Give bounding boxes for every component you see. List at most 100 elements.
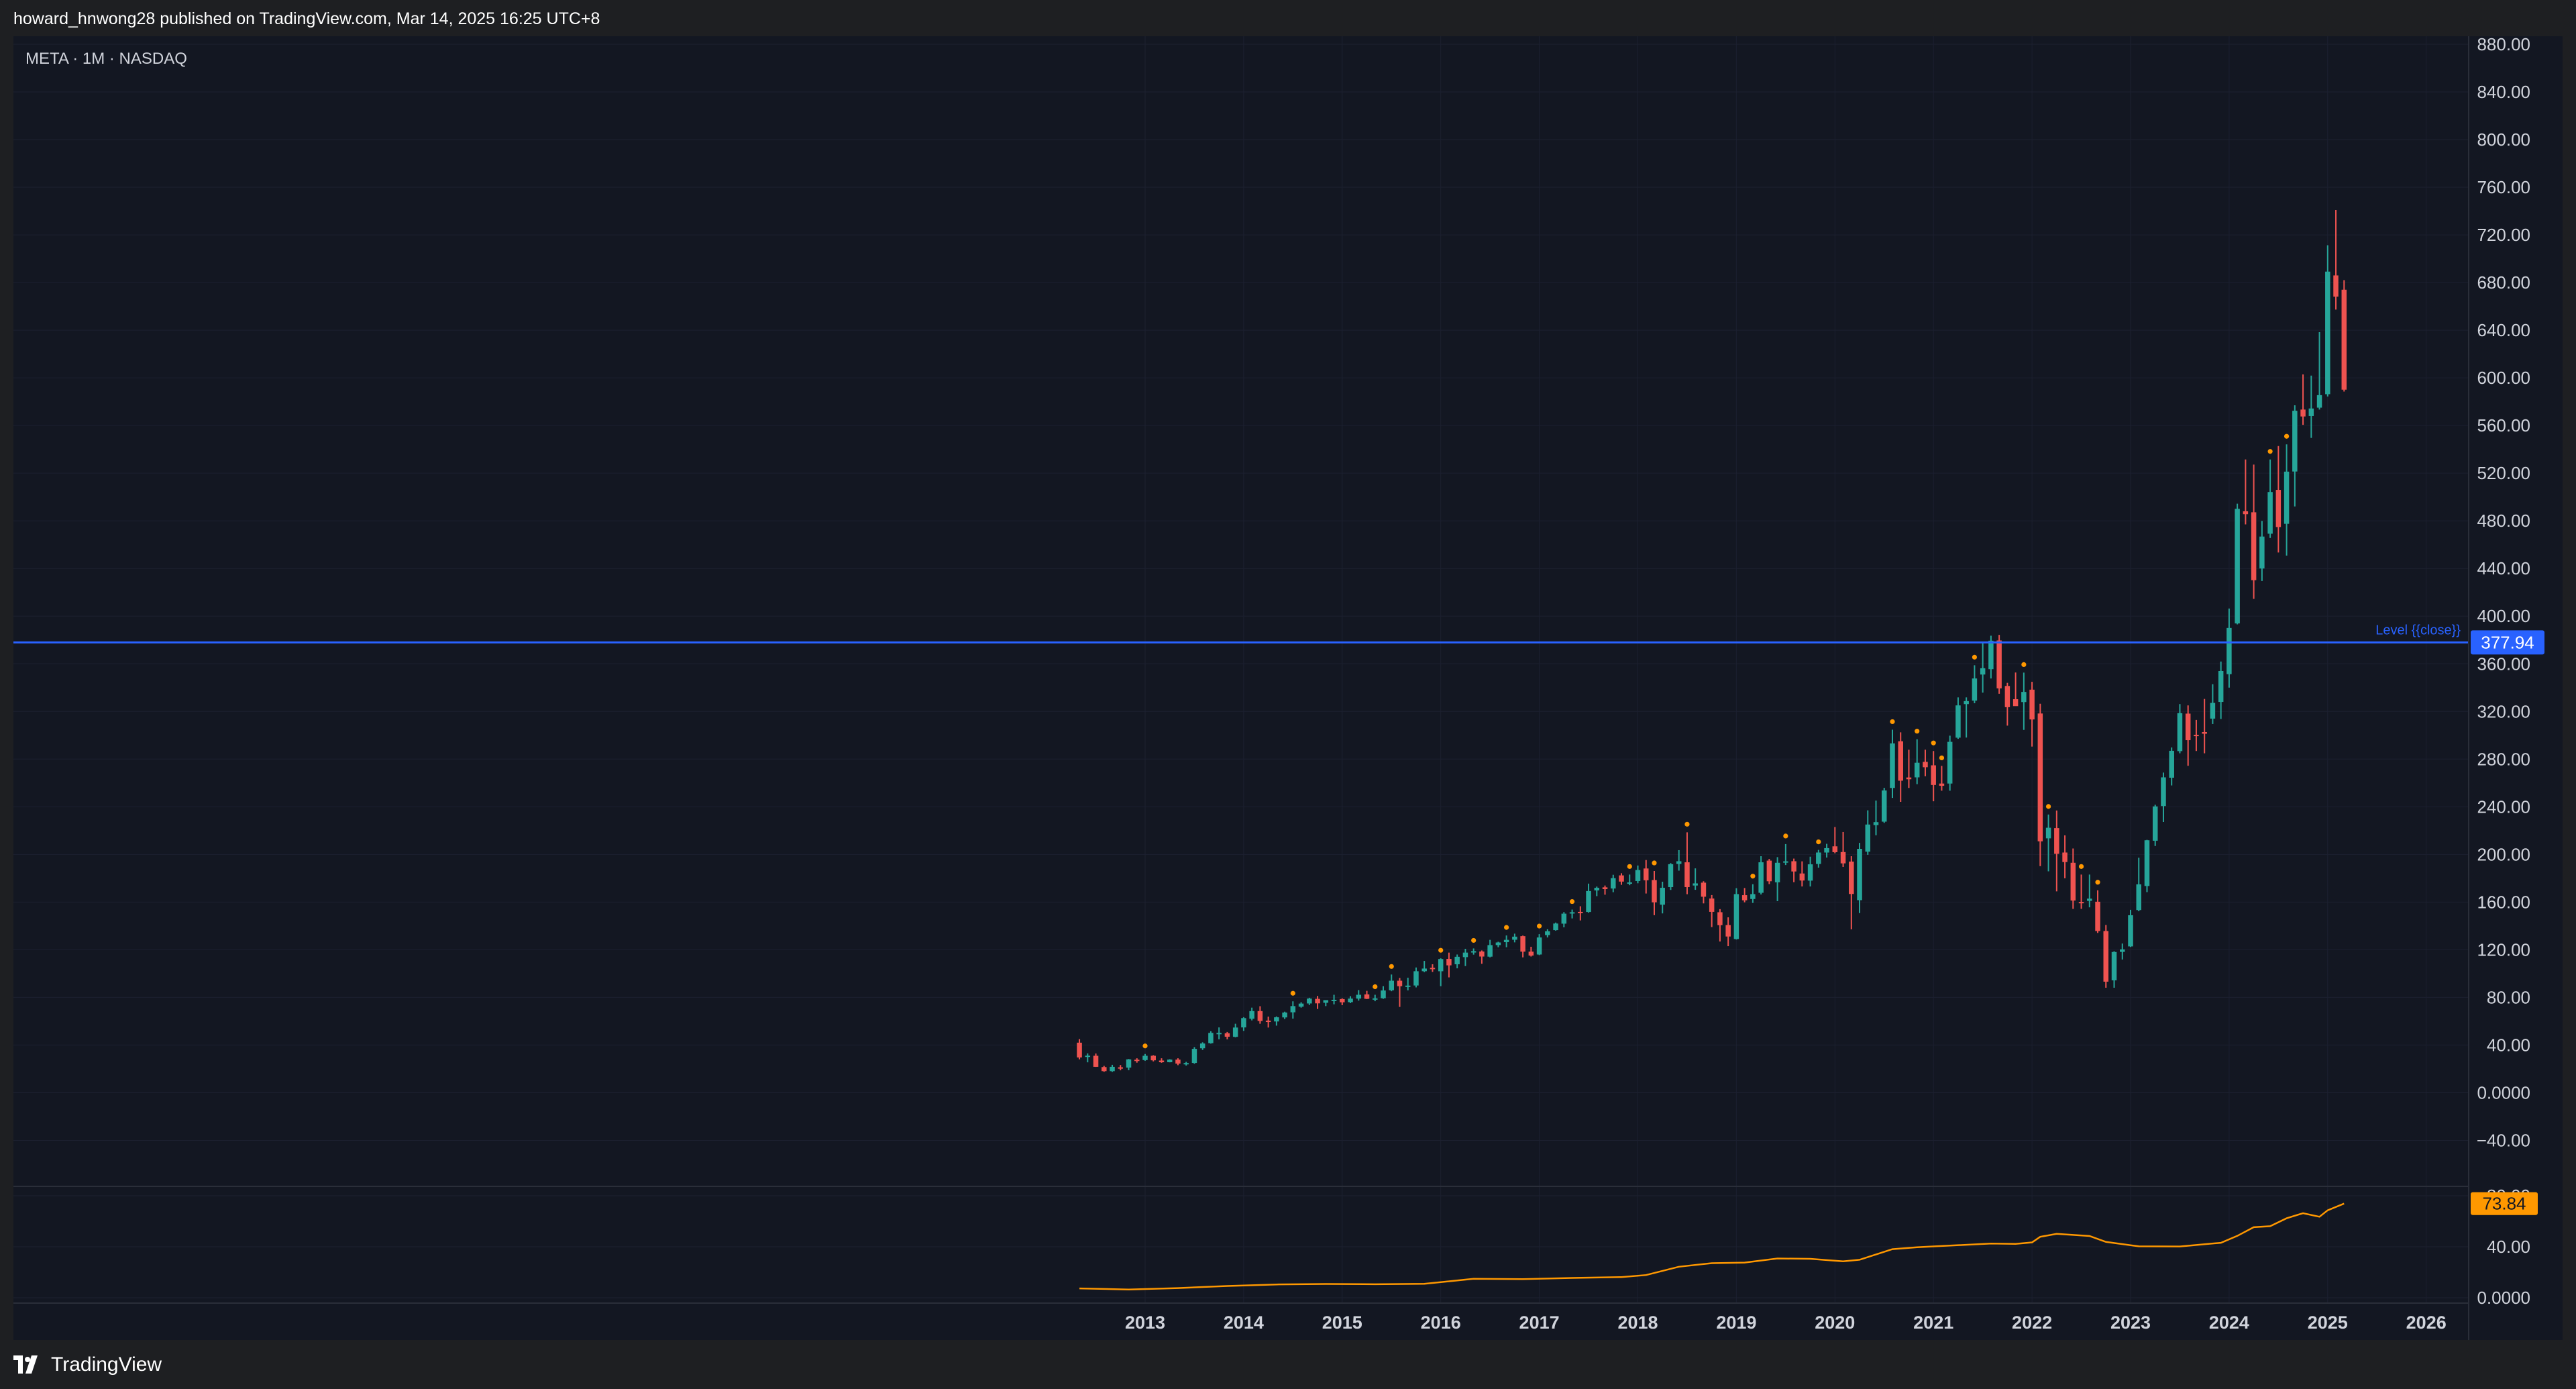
candle-body xyxy=(2202,731,2207,734)
candle-body xyxy=(1232,1027,1238,1037)
marker-dot xyxy=(1142,1043,1148,1049)
candle-body xyxy=(2210,703,2216,719)
candle-body xyxy=(1430,968,1436,970)
candle-series xyxy=(1077,209,2347,1072)
candle-body xyxy=(1701,882,1707,897)
candle-body xyxy=(1142,1056,1148,1060)
candle-body xyxy=(2194,735,2199,737)
candle-body xyxy=(1340,998,1345,1002)
candle-body xyxy=(1274,1017,1279,1022)
candle-body xyxy=(1980,668,1986,675)
candle-body xyxy=(2341,289,2347,390)
level-line-group[interactable]: Level {{close}} xyxy=(13,623,2469,644)
candle-body xyxy=(1216,1033,1222,1035)
candle-body xyxy=(2120,949,2125,952)
candle-body xyxy=(2259,536,2265,569)
marker-dot xyxy=(1931,740,1936,745)
level-price-badge xyxy=(2471,630,2544,655)
level-price-badge-text: 377.94 xyxy=(2481,632,2534,652)
price-axis[interactable]: 880.00 840.00 800.00 760.00 720.00 680.00 640.… xyxy=(2477,34,2530,1308)
candle-body xyxy=(1290,1006,1296,1013)
marker-dot xyxy=(1504,925,1509,930)
candle-body xyxy=(1315,998,1320,1004)
candle-body xyxy=(1175,1060,1181,1064)
candle-body xyxy=(1849,861,1854,894)
candle-body xyxy=(1816,852,1821,864)
marker-dot xyxy=(1471,937,1477,943)
tradingview-brand[interactable]: TradingView xyxy=(13,1353,162,1376)
marker-dot xyxy=(1537,923,1542,929)
candle-body xyxy=(2251,512,2257,580)
candle-body xyxy=(2316,395,2322,408)
symbol-legend[interactable]: META · 1M · NASDAQ xyxy=(25,50,187,68)
marker-dot xyxy=(1627,864,1632,869)
time-tick-label: 2016 xyxy=(1421,1313,1461,1333)
candle-body xyxy=(2045,827,2051,839)
candle-body xyxy=(1955,705,1961,738)
tradingview-logo-icon xyxy=(13,1355,38,1374)
candle-body xyxy=(1758,862,1764,893)
candle-body xyxy=(1709,898,1715,912)
candle-body xyxy=(2325,271,2330,395)
candle-body xyxy=(1791,861,1796,872)
candle-body xyxy=(2128,915,2133,947)
candle-body xyxy=(1668,864,1674,887)
price-tick-label: 80.00 xyxy=(2487,987,2530,1007)
time-tick-label: 2023 xyxy=(2110,1313,2151,1333)
candle-body xyxy=(1134,1060,1140,1062)
candle-body xyxy=(1224,1033,1230,1037)
candle-body xyxy=(2333,275,2339,297)
candle-body xyxy=(1996,640,2002,688)
candle-body xyxy=(1832,846,1838,852)
candle-body xyxy=(1561,913,1567,924)
candle-body xyxy=(2275,490,2282,527)
marker-dot xyxy=(1652,860,1657,866)
candle-body xyxy=(2136,884,2141,911)
candle-body xyxy=(1635,870,1641,881)
candle-body xyxy=(1405,985,1411,987)
marker-dot xyxy=(1373,984,1378,990)
candle-body xyxy=(1783,861,1788,863)
candle-body xyxy=(1627,882,1633,884)
candle-body xyxy=(1882,790,1887,822)
price-tick-label: 360.00 xyxy=(2477,654,2530,674)
candle-body xyxy=(1923,762,1928,768)
candle-body xyxy=(1898,741,1903,781)
candle-body xyxy=(1660,888,1665,905)
time-tick-label: 2026 xyxy=(2406,1313,2447,1333)
time-tick-label: 2021 xyxy=(1913,1313,1953,1333)
time-tick-label: 2024 xyxy=(2209,1313,2249,1333)
candle-body xyxy=(1536,937,1542,955)
candle-body xyxy=(1282,1012,1287,1018)
price-tick-label: 520.00 xyxy=(2477,463,2530,483)
brand-name: TradingView xyxy=(51,1353,162,1376)
candle-body xyxy=(2300,409,2306,417)
candle-body xyxy=(2185,713,2191,741)
marker-dot xyxy=(2284,433,2290,439)
time-axis[interactable]: 2013 2014 2015 2016 2017 2018 2019 2020 2021 2022… xyxy=(1125,1313,2447,1333)
candle-body xyxy=(1725,925,1731,937)
price-tick-label: 800.00 xyxy=(2477,130,2530,150)
marker-dot xyxy=(1783,833,1788,839)
marker-dot xyxy=(1389,964,1394,969)
price-tick-label: 880.00 xyxy=(2477,34,2530,54)
marker-dot xyxy=(1569,898,1575,905)
candle-body xyxy=(2152,806,2158,841)
candle-body xyxy=(2037,713,2043,841)
candle-body xyxy=(1939,783,1945,786)
indicator-value-badge-text: 73.84 xyxy=(2482,1194,2526,1214)
candle-body xyxy=(1545,931,1550,935)
footer-bar: TradingView xyxy=(0,1340,2576,1389)
candle-body xyxy=(2070,862,2076,901)
candle-body xyxy=(1553,923,1558,931)
marker-dot xyxy=(1890,719,1895,725)
candle-body xyxy=(1421,968,1427,972)
candle-body xyxy=(1931,765,1936,785)
candle-body xyxy=(2243,511,2249,515)
candle-body xyxy=(2111,951,2117,981)
candle-body xyxy=(2087,898,2092,901)
candle-body xyxy=(1454,956,1460,965)
chart-area[interactable] xyxy=(13,36,2563,1340)
candle-body xyxy=(1249,1011,1254,1019)
